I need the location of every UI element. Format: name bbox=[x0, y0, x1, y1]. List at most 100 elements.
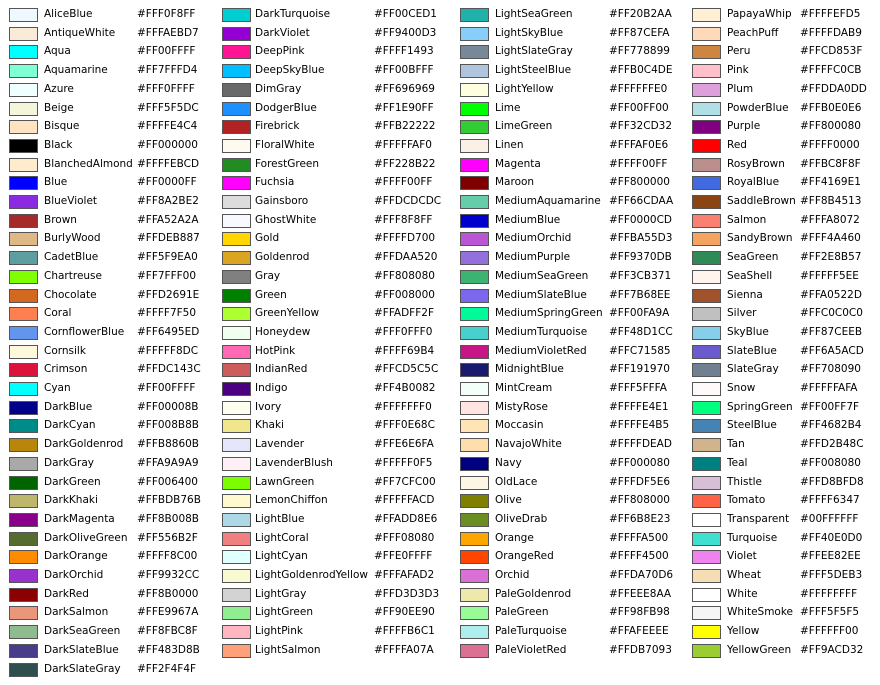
color-swatch bbox=[692, 213, 721, 228]
color-swatch bbox=[9, 64, 38, 79]
color-hex: #FFAFEEEE bbox=[609, 625, 669, 638]
color-swatch bbox=[9, 288, 38, 303]
color-swatch bbox=[222, 269, 251, 284]
color-swatch bbox=[9, 157, 38, 172]
color-swatch bbox=[460, 8, 489, 22]
color-swatch bbox=[222, 400, 251, 415]
color-swatch bbox=[222, 625, 251, 640]
color-name: Olive bbox=[495, 494, 522, 507]
color-hex: #FFA52A2A bbox=[137, 213, 199, 226]
color-swatch bbox=[692, 251, 721, 266]
color-hex: #FFF4A460 bbox=[800, 232, 861, 245]
color-name: Aquamarine bbox=[44, 64, 108, 77]
color-swatch bbox=[222, 101, 251, 116]
color-name: Tan bbox=[727, 438, 745, 451]
color-swatch bbox=[222, 251, 251, 266]
color-name: Pink bbox=[727, 64, 749, 77]
color-name: DarkOrange bbox=[44, 550, 108, 563]
color-swatch bbox=[9, 475, 38, 490]
color-name: Snow bbox=[727, 382, 756, 394]
color-name: NavajoWhite bbox=[495, 438, 562, 451]
color-hex: #FFF0FFF0 bbox=[374, 325, 433, 338]
color-swatch bbox=[222, 475, 251, 490]
color-name: DarkViolet bbox=[255, 26, 310, 39]
color-name: Red bbox=[727, 138, 747, 151]
color-name: Teal bbox=[727, 456, 748, 469]
color-name: White bbox=[727, 587, 758, 600]
color-hex: #FFFFE4E1 bbox=[609, 400, 669, 413]
color-hex: #FFFFFFE0 bbox=[609, 82, 668, 95]
color-name: Gray bbox=[255, 269, 281, 282]
color-hex: #FFB8860B bbox=[137, 438, 200, 451]
color-swatch bbox=[222, 363, 251, 378]
color-swatch bbox=[460, 606, 489, 621]
color-swatch bbox=[460, 45, 489, 60]
color-name: Wheat bbox=[727, 569, 762, 581]
color-hex: #FFFFDEAD bbox=[609, 438, 672, 451]
color-swatch bbox=[9, 251, 38, 266]
color-swatch bbox=[222, 195, 251, 209]
color-name: Coral bbox=[44, 307, 72, 320]
color-name: SkyBlue bbox=[727, 325, 769, 338]
color-name: MediumPurple bbox=[495, 251, 571, 264]
color-hex: #FF696969 bbox=[374, 82, 435, 95]
color-hex: #FF4169E1 bbox=[800, 176, 861, 189]
color-name: PapayaWhip bbox=[727, 8, 792, 20]
color-hex: #FFFAEBD7 bbox=[137, 26, 199, 39]
color-hex: #FF7FFFD4 bbox=[137, 64, 198, 77]
color-hex: #FFDEB887 bbox=[137, 232, 200, 245]
color-name: LightPink bbox=[255, 625, 303, 638]
color-name: Magenta bbox=[495, 157, 541, 170]
color-hex: #FFFFDAB9 bbox=[800, 26, 862, 39]
color-swatch bbox=[9, 438, 38, 453]
color-swatch bbox=[692, 45, 721, 60]
color-name: MediumOrchid bbox=[495, 232, 572, 245]
color-hex: #FFE0FFFF bbox=[374, 550, 433, 563]
color-hex: #FFDC143C bbox=[137, 363, 201, 376]
color-name: Blue bbox=[44, 176, 68, 189]
color-swatch bbox=[692, 531, 721, 546]
color-name: Peru bbox=[727, 45, 751, 58]
color-hex: #FFB22222 bbox=[374, 120, 436, 133]
color-hex: #FFFFE4C4 bbox=[137, 120, 198, 133]
color-swatch bbox=[460, 120, 489, 135]
color-name: Indigo bbox=[255, 382, 288, 394]
color-hex: #FF66CDAA bbox=[609, 195, 674, 207]
color-name: Navy bbox=[495, 456, 522, 469]
color-hex: #FF483D8B bbox=[137, 643, 200, 656]
color-swatch bbox=[460, 512, 489, 527]
color-name: Fuchsia bbox=[255, 176, 295, 189]
color-name: MidnightBlue bbox=[495, 363, 564, 376]
color-name: SteelBlue bbox=[727, 419, 777, 432]
color-swatch bbox=[460, 101, 489, 116]
color-hex: #FF0000CD bbox=[609, 213, 673, 226]
color-hex: #FF9370DB bbox=[609, 251, 672, 264]
color-name: LavenderBlush bbox=[255, 456, 333, 469]
color-name: DarkGreen bbox=[44, 475, 101, 488]
color-name: LightSkyBlue bbox=[495, 26, 564, 39]
color-hex: #FF7B68EE bbox=[609, 288, 671, 301]
color-hex: #FF6495ED bbox=[137, 325, 200, 338]
color-hex: #FFFAFAD2 bbox=[374, 569, 435, 581]
color-hex: #FF228B22 bbox=[374, 157, 436, 170]
color-swatch bbox=[9, 307, 38, 322]
color-name: LightCoral bbox=[255, 531, 309, 544]
color-swatch bbox=[460, 213, 489, 228]
color-name: LightGreen bbox=[255, 606, 314, 619]
color-hex: #FF800080 bbox=[800, 120, 861, 133]
color-hex: #FF7FFF00 bbox=[137, 269, 197, 282]
color-name: Bisque bbox=[44, 120, 80, 133]
color-hex: #FFD2B48C bbox=[800, 438, 864, 451]
color-name: Honeydew bbox=[255, 325, 311, 338]
color-name: DarkOliveGreen bbox=[44, 531, 128, 544]
color-name: DarkKhaki bbox=[44, 494, 98, 507]
color-name: YellowGreen bbox=[727, 643, 792, 656]
color-swatch bbox=[9, 232, 38, 247]
color-hex: #FF00FFFF bbox=[137, 45, 196, 58]
color-name: DarkSlateBlue bbox=[44, 643, 119, 656]
color-hex: #FFADFF2F bbox=[374, 307, 434, 320]
color-name: Plum bbox=[727, 82, 754, 95]
color-swatch bbox=[692, 8, 721, 22]
color-hex: #FF006400 bbox=[137, 475, 198, 488]
color-swatch bbox=[692, 569, 721, 583]
